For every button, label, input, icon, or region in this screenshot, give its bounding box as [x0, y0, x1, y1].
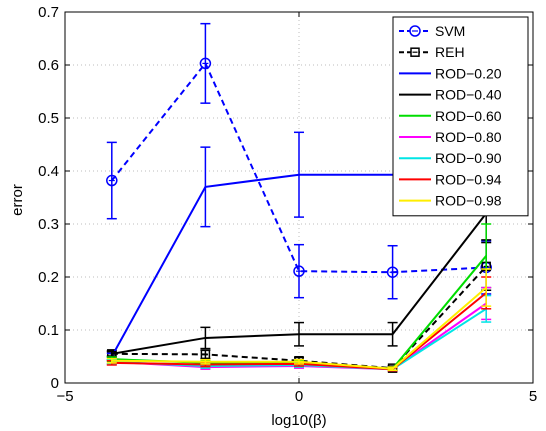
- series-line: [111, 265, 487, 370]
- legend-label: ROD−0.94: [435, 171, 502, 187]
- legend-entry: ROD−0.98: [399, 193, 502, 209]
- y-axis-title: error: [9, 184, 26, 216]
- legend-entry: ROD−0.90: [399, 150, 502, 166]
- data-point: [200, 349, 211, 360]
- y-tick-label: 0.5: [38, 110, 59, 127]
- legend-label: ROD−0.20: [435, 65, 502, 81]
- legend-entry: ROD−0.20: [399, 65, 502, 81]
- axes: −5 0 500.10.20.30.40.50.60.7: [38, 4, 537, 405]
- legend-entry: SVM: [399, 23, 465, 39]
- y-tick-label: 0.2: [38, 269, 59, 286]
- data-point: [199, 57, 212, 70]
- y-tick-label: 0.3: [38, 216, 59, 233]
- legend-entry: ROD−0.40: [399, 87, 502, 103]
- x-tick-label: 0: [295, 388, 303, 405]
- legend-label: ROD−0.98: [435, 193, 502, 209]
- x-tick-label: −5: [56, 388, 73, 405]
- legend-entry: ROD−0.60: [399, 108, 502, 124]
- legend-label: ROD−0.90: [435, 150, 502, 166]
- legend-label: SVM: [435, 23, 465, 39]
- data-point: [106, 174, 118, 187]
- legend-entry: REH: [399, 44, 465, 60]
- y-tick-label: 0.6: [38, 57, 59, 74]
- legend-label: ROD−0.80: [435, 129, 502, 145]
- legend-label: ROD−0.60: [435, 108, 502, 124]
- data-point: [386, 266, 399, 278]
- plot-area: [106, 22, 492, 373]
- legend-label: REH: [435, 44, 465, 60]
- data-point: [293, 265, 305, 277]
- x-axis-title: log10(β): [271, 412, 326, 429]
- y-tick-label: 0.1: [38, 322, 59, 339]
- legend-label: ROD−0.40: [435, 87, 502, 103]
- x-tick-label: 5: [529, 388, 537, 405]
- legend-entry: ROD−0.80: [399, 129, 502, 145]
- legend-entry: ROD−0.94: [399, 171, 502, 187]
- legend: SVM REH ROD−0.20 ROD−0.40 ROD−0.60 ROD−0.80 RO…: [392, 16, 529, 217]
- y-tick-label: 0: [51, 375, 59, 392]
- y-tick-label: 0.7: [38, 4, 59, 21]
- series-9: [106, 268, 492, 372]
- series-line: [111, 61, 487, 274]
- y-tick-label: 0.4: [38, 163, 59, 180]
